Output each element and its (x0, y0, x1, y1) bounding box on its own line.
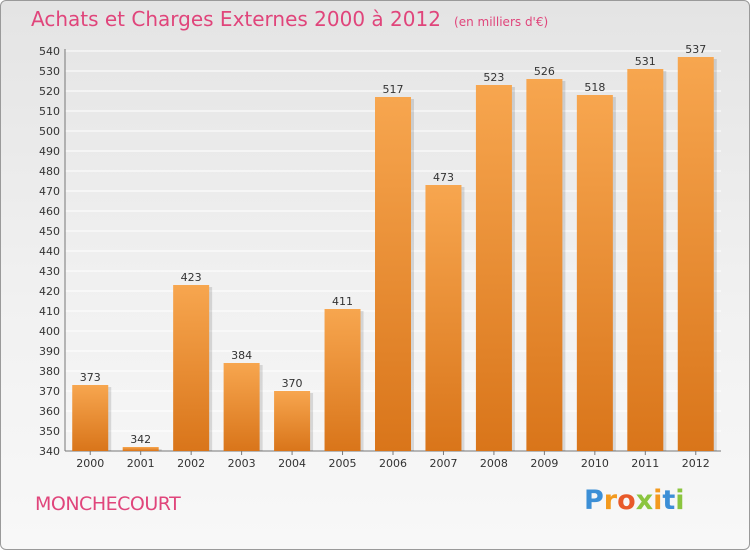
logo-letter: P (584, 485, 604, 516)
x-tick-label: 2003 (228, 457, 256, 470)
x-tick-label: 2005 (329, 457, 357, 470)
bar (72, 385, 109, 451)
logo-letter: x (635, 485, 654, 516)
bar (475, 85, 512, 451)
y-tick-label: 340 (39, 445, 60, 458)
y-tick-label: 370 (39, 385, 60, 398)
data-label: 411 (332, 295, 353, 308)
y-tick-label: 470 (39, 185, 60, 198)
bar (677, 57, 714, 451)
bar (576, 95, 613, 451)
y-tick-label: 420 (39, 285, 60, 298)
y-tick-label: 450 (39, 225, 60, 238)
data-label: 517 (383, 83, 404, 96)
logo-letter: r (603, 485, 618, 516)
x-tick-label: 2002 (177, 457, 205, 470)
data-label: 373 (80, 371, 101, 384)
bar (274, 391, 311, 451)
data-label: 537 (685, 43, 706, 56)
bar (122, 447, 159, 451)
data-label: 531 (635, 55, 656, 68)
y-tick-label: 540 (39, 45, 60, 58)
logo-letter: i (653, 485, 663, 516)
y-tick-label: 410 (39, 305, 60, 318)
y-tick-label: 380 (39, 365, 60, 378)
proxiti-logo: Proxiti (584, 485, 685, 516)
y-tick-label: 460 (39, 205, 60, 218)
data-label: 473 (433, 171, 454, 184)
data-label: 518 (584, 81, 605, 94)
y-tick-label: 400 (39, 325, 60, 338)
y-tick-label: 360 (39, 405, 60, 418)
chart-title: Achats et Charges Externes 2000 à 2012 (31, 7, 441, 31)
logo-letter: t (662, 485, 676, 516)
y-tick-label: 440 (39, 245, 60, 258)
chart-unit: (en milliers d'€) (454, 15, 549, 29)
data-label: 370 (282, 377, 303, 390)
x-tick-label: 2007 (429, 457, 457, 470)
bar (526, 79, 563, 451)
data-label: 342 (130, 433, 151, 446)
x-tick-label: 2011 (631, 457, 659, 470)
bar (627, 69, 664, 451)
y-tick-label: 430 (39, 265, 60, 278)
x-tick-label: 2006 (379, 457, 407, 470)
y-tick-label: 350 (39, 425, 60, 438)
y-tick-label: 480 (39, 165, 60, 178)
bar (375, 97, 411, 451)
x-tick-label: 2000 (76, 457, 104, 470)
data-label: 523 (483, 71, 504, 84)
y-tick-label: 530 (39, 65, 60, 78)
bar (173, 285, 210, 451)
place-name: MONCHECOURT (35, 493, 181, 515)
bar (223, 363, 260, 451)
y-tick-label: 390 (39, 345, 60, 358)
data-label: 423 (181, 271, 202, 284)
logo-letter: i (675, 485, 685, 516)
data-label: 384 (231, 349, 252, 362)
bar (425, 185, 462, 451)
x-tick-label: 2008 (480, 457, 508, 470)
bar (324, 309, 361, 451)
x-tick-label: 2012 (682, 457, 710, 470)
x-tick-label: 2001 (127, 457, 155, 470)
x-tick-label: 2004 (278, 457, 306, 470)
y-tick-label: 500 (39, 125, 60, 138)
logo-letter: o (617, 485, 636, 516)
y-tick-label: 510 (39, 105, 60, 118)
chart-title-block: Achats et Charges Externes 2000 à 2012 (… (31, 7, 548, 31)
x-tick-label: 2010 (581, 457, 609, 470)
x-tick-label: 2009 (530, 457, 558, 470)
y-tick-label: 520 (39, 85, 60, 98)
data-label: 526 (534, 65, 555, 78)
y-tick-label: 490 (39, 145, 60, 158)
